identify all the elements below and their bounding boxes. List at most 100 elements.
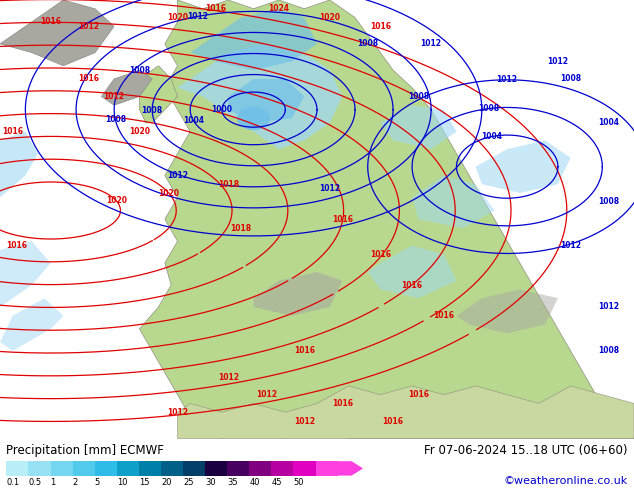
- Text: 1020: 1020: [106, 196, 127, 205]
- Text: 1008: 1008: [129, 66, 150, 74]
- Text: 1012: 1012: [420, 39, 442, 49]
- Text: 50: 50: [294, 478, 304, 487]
- Bar: [29, 461, 51, 476]
- Text: 1016: 1016: [294, 346, 315, 355]
- Text: 1012: 1012: [103, 92, 125, 101]
- Polygon shape: [476, 140, 571, 193]
- Text: 1016: 1016: [78, 74, 100, 83]
- Text: 0.5: 0.5: [29, 478, 42, 487]
- Text: 25: 25: [183, 478, 193, 487]
- Text: Precipitation [mm] ECMWF: Precipitation [mm] ECMWF: [6, 444, 164, 457]
- Text: 1008: 1008: [408, 92, 429, 101]
- FancyArrow shape: [338, 461, 363, 476]
- Text: 15: 15: [139, 478, 150, 487]
- Text: 1012: 1012: [167, 171, 188, 180]
- Polygon shape: [139, 0, 634, 439]
- Polygon shape: [456, 290, 558, 333]
- Text: 1016: 1016: [205, 4, 226, 13]
- Text: 1020: 1020: [158, 189, 179, 198]
- Text: 1016: 1016: [40, 18, 61, 26]
- Text: 1024: 1024: [268, 4, 290, 13]
- Text: 1016: 1016: [433, 311, 455, 320]
- Text: 1004: 1004: [183, 116, 204, 125]
- Text: 1012: 1012: [319, 184, 340, 193]
- Circle shape: [238, 107, 269, 129]
- Text: 1008: 1008: [141, 105, 163, 115]
- Text: 1012: 1012: [294, 416, 315, 425]
- Text: 1018: 1018: [230, 223, 252, 233]
- Polygon shape: [178, 386, 634, 439]
- Text: 1012: 1012: [256, 390, 277, 399]
- Polygon shape: [190, 9, 317, 70]
- Bar: [94, 461, 117, 476]
- Text: Fr 07-06-2024 15..18 UTC (06+60): Fr 07-06-2024 15..18 UTC (06+60): [424, 444, 628, 457]
- Bar: [249, 461, 271, 476]
- Text: 1008: 1008: [560, 74, 581, 83]
- Text: 1016: 1016: [6, 241, 27, 250]
- Polygon shape: [412, 175, 495, 228]
- Text: 20: 20: [161, 478, 171, 487]
- Text: 40: 40: [249, 478, 260, 487]
- Text: 35: 35: [227, 478, 238, 487]
- Bar: [117, 461, 139, 476]
- Text: 1012: 1012: [598, 302, 619, 312]
- Text: 1016: 1016: [370, 22, 391, 31]
- Polygon shape: [0, 0, 114, 66]
- Text: 1012: 1012: [560, 241, 581, 250]
- Text: 1012: 1012: [547, 57, 569, 66]
- Text: 10: 10: [117, 478, 127, 487]
- Text: 1016: 1016: [332, 399, 353, 408]
- Polygon shape: [165, 44, 342, 149]
- Text: 1016: 1016: [401, 281, 423, 290]
- Text: 1008: 1008: [598, 197, 619, 206]
- Text: 1012: 1012: [78, 22, 100, 31]
- Text: ©weatheronline.co.uk: ©weatheronline.co.uk: [503, 476, 628, 486]
- Text: 1000: 1000: [211, 105, 233, 114]
- Bar: [73, 461, 94, 476]
- Text: 1016: 1016: [332, 215, 353, 224]
- Text: 1016: 1016: [2, 127, 23, 136]
- Polygon shape: [380, 105, 456, 149]
- Bar: [294, 461, 316, 476]
- Polygon shape: [228, 79, 304, 123]
- Text: 1: 1: [51, 478, 56, 487]
- Polygon shape: [254, 272, 342, 316]
- Text: 1020: 1020: [319, 13, 340, 22]
- Bar: [227, 461, 249, 476]
- Text: 1012: 1012: [496, 75, 517, 84]
- Text: 1020: 1020: [167, 13, 188, 22]
- Text: 1018: 1018: [217, 180, 239, 189]
- Bar: [183, 461, 205, 476]
- Text: 1008: 1008: [357, 39, 378, 49]
- Text: 30: 30: [205, 478, 216, 487]
- Bar: [139, 461, 161, 476]
- Polygon shape: [0, 132, 38, 197]
- Text: 2: 2: [73, 478, 78, 487]
- Polygon shape: [139, 66, 178, 123]
- Text: 1004: 1004: [598, 118, 619, 127]
- Text: 1008: 1008: [598, 346, 619, 355]
- Polygon shape: [0, 298, 63, 351]
- Text: 1020: 1020: [129, 127, 150, 136]
- Text: 0.1: 0.1: [6, 478, 20, 487]
- Text: 1008: 1008: [105, 116, 126, 124]
- Bar: [51, 461, 73, 476]
- Polygon shape: [101, 70, 152, 105]
- Polygon shape: [0, 241, 51, 307]
- Text: 5: 5: [94, 478, 100, 487]
- Text: 1016: 1016: [370, 250, 391, 259]
- Text: 1008: 1008: [479, 104, 500, 113]
- Bar: [271, 461, 294, 476]
- Bar: [161, 461, 183, 476]
- Bar: [205, 461, 227, 476]
- Text: 1012: 1012: [217, 373, 239, 382]
- Bar: [316, 461, 338, 476]
- Text: 1012: 1012: [188, 12, 209, 21]
- Text: 1012: 1012: [167, 408, 188, 416]
- Polygon shape: [368, 245, 456, 298]
- Text: 1016: 1016: [408, 390, 429, 399]
- Text: 45: 45: [271, 478, 282, 487]
- Text: 1004: 1004: [481, 132, 501, 141]
- Bar: [6, 461, 29, 476]
- Text: 1016: 1016: [382, 416, 404, 425]
